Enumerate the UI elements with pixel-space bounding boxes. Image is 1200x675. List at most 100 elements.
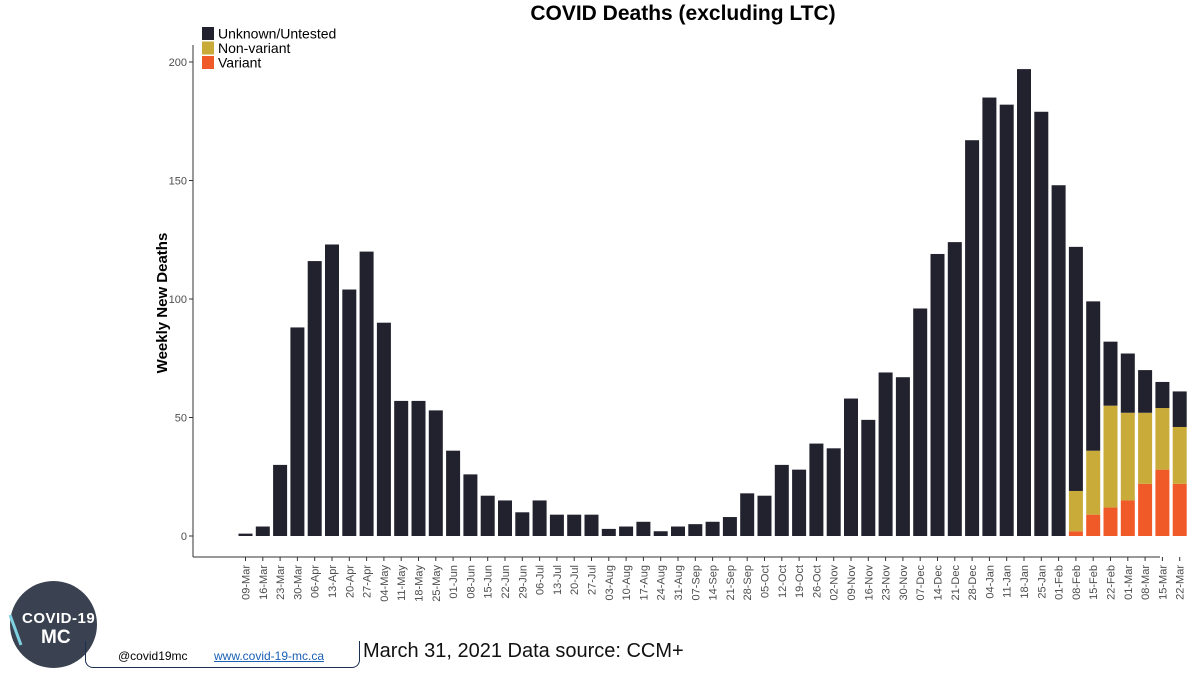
bar-unknown-untested-24-Aug xyxy=(653,531,668,536)
bar-unknown-untested-18-Jan xyxy=(1017,69,1031,537)
x-tick-label-24-Aug: 24-Aug xyxy=(656,565,668,600)
bar-unknown-untested-07-Dec xyxy=(913,308,928,536)
x-tick-label-16-Mar: 16-Mar xyxy=(258,565,270,600)
x-tick-label-31-Aug: 31-Aug xyxy=(673,565,685,600)
x-tick-label-28-Dec: 28-Dec xyxy=(967,565,979,601)
bar-unknown-untested-09-Mar xyxy=(238,533,253,536)
bar-unknown-untested-08-Jun xyxy=(463,474,478,536)
bar-unknown-untested-08-Mar xyxy=(1138,370,1153,413)
bar-variant-08-Mar xyxy=(1138,483,1153,536)
bar-unknown-untested-06-Apr xyxy=(307,261,322,536)
x-tick-label-11-May: 11-May xyxy=(396,565,408,601)
x-tick-label-11-Jan: 11-Jan xyxy=(1002,565,1014,598)
x-tick-label-13-Apr: 13-Apr xyxy=(327,565,339,598)
x-tick-label-15-Jun: 15-Jun xyxy=(483,565,495,599)
x-tick-label-19-Oct: 19-Oct xyxy=(794,565,806,598)
bar-unknown-untested-11-May xyxy=(394,400,409,536)
y-tick-label-200: 200 xyxy=(169,57,187,69)
x-tick-label-23-Mar: 23-Mar xyxy=(275,565,287,600)
bar-unknown-untested-08-Feb xyxy=(1068,246,1083,491)
x-tick-label-15-Feb: 15-Feb xyxy=(1088,565,1100,600)
x-tick-label-30-Mar: 30-Mar xyxy=(292,565,304,600)
bar-unknown-untested-26-Oct xyxy=(809,443,824,536)
bar-unknown-untested-07-Sep xyxy=(688,524,703,536)
x-tick-label-22-Feb: 22-Feb xyxy=(1106,565,1118,600)
x-tick-label-01-Feb: 01-Feb xyxy=(1054,565,1066,600)
bar-non-variant-08-Mar xyxy=(1138,412,1153,484)
y-tick-label-0: 0 xyxy=(181,531,187,543)
bar-unknown-untested-10-Aug xyxy=(619,526,634,536)
bar-non-variant-08-Feb xyxy=(1068,490,1083,532)
bar-unknown-untested-01-Feb xyxy=(1051,185,1066,537)
x-tick-label-06-Jul: 06-Jul xyxy=(535,565,547,595)
x-tick-label-09-Mar: 09-Mar xyxy=(241,565,253,600)
bar-variant-22-Mar xyxy=(1172,483,1187,536)
covid-19-mc-logo xyxy=(10,581,97,668)
y-tick-label-150: 150 xyxy=(169,176,187,188)
bar-unknown-untested-28-Dec xyxy=(965,140,980,536)
x-tick-label-14-Sep: 14-Sep xyxy=(708,565,720,600)
x-tick-label-23-Nov: 23-Nov xyxy=(881,565,893,601)
x-tick-label-17-Aug: 17-Aug xyxy=(638,565,650,600)
bar-variant-08-Feb xyxy=(1068,531,1083,536)
x-tick-label-15-Mar: 15-Mar xyxy=(1157,565,1169,600)
bar-unknown-untested-14-Sep xyxy=(705,521,720,536)
bar-unknown-untested-04-May xyxy=(376,322,391,536)
bar-unknown-untested-19-Oct xyxy=(792,469,807,536)
x-tick-label-03-Aug: 03-Aug xyxy=(604,565,616,600)
date-source-note: March 31, 2021 Data source: CCM+ xyxy=(363,640,684,662)
x-tick-label-20-Apr: 20-Apr xyxy=(344,565,356,598)
x-tick-label-12-Oct: 12-Oct xyxy=(777,565,789,598)
x-tick-label-25-May: 25-May xyxy=(431,565,443,602)
bar-unknown-untested-04-Jan xyxy=(982,97,997,537)
bar-unknown-untested-01-Jun xyxy=(446,450,461,536)
bar-unknown-untested-18-May xyxy=(411,400,426,536)
bar-variant-15-Feb xyxy=(1086,514,1101,536)
x-tick-label-14-Dec: 14-Dec xyxy=(933,565,945,601)
y-tick-label-100: 100 xyxy=(169,294,187,306)
bar-unknown-untested-17-Aug xyxy=(636,521,651,536)
x-tick-label-08-Jun: 08-Jun xyxy=(465,565,477,599)
website-link[interactable]: www.covid-19-mc.ca xyxy=(214,649,325,663)
x-tick-label-22-Mar: 22-Mar xyxy=(1175,565,1187,600)
y-axis-label: Weekly New Deaths xyxy=(154,233,171,374)
x-tick-label-20-Jul: 20-Jul xyxy=(569,565,581,595)
bar-unknown-untested-30-Mar xyxy=(290,327,305,536)
x-tick-label-08-Feb: 08-Feb xyxy=(1071,565,1083,600)
y-tick-label-50: 50 xyxy=(175,413,187,425)
axes-layer: 0 50 100 150 200 09-Mar 16-Mar 23-Mar 30-Mar 06-A… xyxy=(169,45,1187,602)
x-tick-label-16-Nov: 16-Nov xyxy=(863,565,875,601)
footer-contact-box xyxy=(85,641,360,668)
x-tick-label-21-Sep: 21-Sep xyxy=(725,565,737,600)
x-tick-label-13-Jul: 13-Jul xyxy=(552,565,564,595)
x-tick-label-27-Jul: 27-Jul xyxy=(587,565,599,595)
bar-unknown-untested-29-Jun xyxy=(515,512,530,536)
x-tick-label-28-Sep: 28-Sep xyxy=(742,565,754,600)
x-tick-label-01-Mar: 01-Mar xyxy=(1123,565,1135,600)
bar-non-variant-15-Feb xyxy=(1086,450,1101,515)
bar-unknown-untested-02-Nov xyxy=(826,448,841,536)
x-tick-label-07-Dec: 07-Dec xyxy=(915,565,927,601)
bar-unknown-untested-21-Sep xyxy=(722,517,737,536)
bar-unknown-untested-05-Oct xyxy=(757,495,772,536)
bar-unknown-untested-20-Apr xyxy=(342,289,357,536)
logo-text-line2: MC xyxy=(41,627,71,648)
x-tick-label-07-Sep: 07-Sep xyxy=(690,565,702,600)
bar-non-variant-22-Feb xyxy=(1103,405,1118,508)
x-tick-label-05-Oct: 05-Oct xyxy=(760,565,772,598)
bar-unknown-untested-06-Jul xyxy=(532,500,547,536)
bar-unknown-untested-23-Nov xyxy=(878,372,893,536)
twitter-handle: @covid19mc xyxy=(118,649,188,663)
bar-unknown-untested-31-Aug xyxy=(671,526,685,536)
x-tick-label-01-Jun: 01-Jun xyxy=(448,565,460,599)
legend-swatch-unknown-untested xyxy=(202,27,214,40)
bar-variant-15-Mar xyxy=(1155,469,1170,536)
bar-variant-01-Mar xyxy=(1120,500,1135,536)
bar-unknown-untested-12-Oct xyxy=(774,464,789,536)
bar-unknown-untested-28-Sep xyxy=(740,493,755,536)
x-tick-label-26-Oct: 26-Oct xyxy=(811,565,823,598)
legend-label-variant: Variant xyxy=(218,55,261,71)
x-tick-label-18-May: 18-May xyxy=(414,565,426,602)
x-tick-label-08-Mar: 08-Mar xyxy=(1140,565,1152,600)
